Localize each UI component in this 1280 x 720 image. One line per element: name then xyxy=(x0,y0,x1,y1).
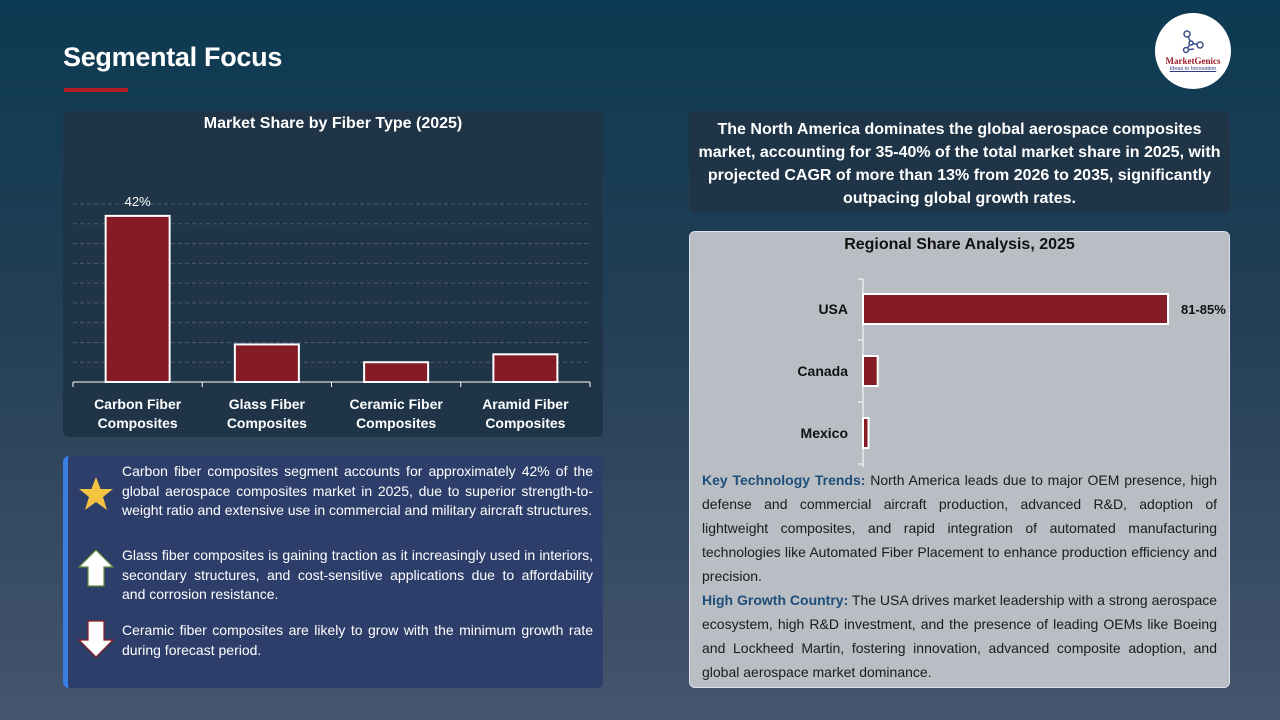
x-tick-label: Glass Fiber xyxy=(229,396,306,412)
growth-text: The USA drives market leadership with a … xyxy=(702,592,1218,680)
chart-title: Market Share by Fiber Type (2025) xyxy=(203,115,463,132)
arrow-up-icon xyxy=(78,549,114,587)
data-label: 81-85% xyxy=(1181,302,1226,317)
growth-paragraph: High Growth Country: The USA drives mark… xyxy=(702,588,1217,684)
bar-carbon-fiber-composites xyxy=(104,214,171,383)
title-underline xyxy=(64,88,128,92)
y-tick-label: Mexico xyxy=(801,425,848,441)
y-tick-label: Canada xyxy=(797,363,848,379)
summary-box: The North America dominates the global a… xyxy=(689,111,1230,213)
x-tick-label: Composites xyxy=(356,415,436,431)
y-tick-label: USA xyxy=(818,301,848,317)
regional-chart: USA 81-85% Canada Mexico xyxy=(797,278,1226,467)
trend-paragraph: Key Technology Trends: North America lea… xyxy=(702,468,1217,588)
data-label: 42% xyxy=(125,194,151,209)
bar-ceramic-fiber-composites xyxy=(363,361,430,384)
fiber-chart-panel: Market Share by Fiber Type (2025) 42% Car… xyxy=(63,111,603,437)
bar-canada xyxy=(862,355,879,387)
bar-aramid-fiber-composites xyxy=(492,353,559,383)
chart-title: Regional Share Analysis, 2025 xyxy=(844,236,1075,253)
bullet-text: Glass fiber composites is gaining tracti… xyxy=(122,547,593,602)
bullet-text: Ceramic fiber composites are likely to g… xyxy=(122,622,593,658)
x-tick-label: Carbon Fiber xyxy=(94,396,182,412)
x-tick-label: Composites xyxy=(98,415,178,431)
growth-label: High Growth Country: xyxy=(702,592,849,608)
trend-text: North America leads due to major OEM pre… xyxy=(702,472,1217,584)
star-icon xyxy=(79,477,113,510)
page-title: Segmental Focus xyxy=(63,42,283,72)
molecule-icon xyxy=(1182,30,1204,54)
bar-usa xyxy=(862,293,1169,325)
bullet-text: Carbon fiber composites segment accounts… xyxy=(122,463,593,518)
trend-label: Key Technology Trends: xyxy=(702,472,866,488)
x-tick-label: Ceramic Fiber xyxy=(349,396,443,412)
x-tick-label: Composites xyxy=(227,415,307,431)
x-tick-label: Composites xyxy=(485,415,565,431)
bar-mexico xyxy=(862,417,870,449)
x-tick-label: Aramid Fiber xyxy=(482,396,569,412)
logo: MarketGenics Ideas to Innovation xyxy=(1155,13,1231,89)
bar-glass-fiber-composites xyxy=(233,343,300,384)
logo-tagline: Ideas to Innovation xyxy=(1169,66,1217,72)
regional-panel: Regional Share Analysis, 2025 USA 81-85% C… xyxy=(689,231,1230,688)
arrow-down-icon xyxy=(78,620,114,658)
insights-panel: Carbon fiber composites segment accounts… xyxy=(63,456,603,688)
logo-name: MarketGenics xyxy=(1165,56,1221,66)
fiber-chart: 42% Carbon Fiber Composites Glass Fiber Comp… xyxy=(72,194,591,431)
